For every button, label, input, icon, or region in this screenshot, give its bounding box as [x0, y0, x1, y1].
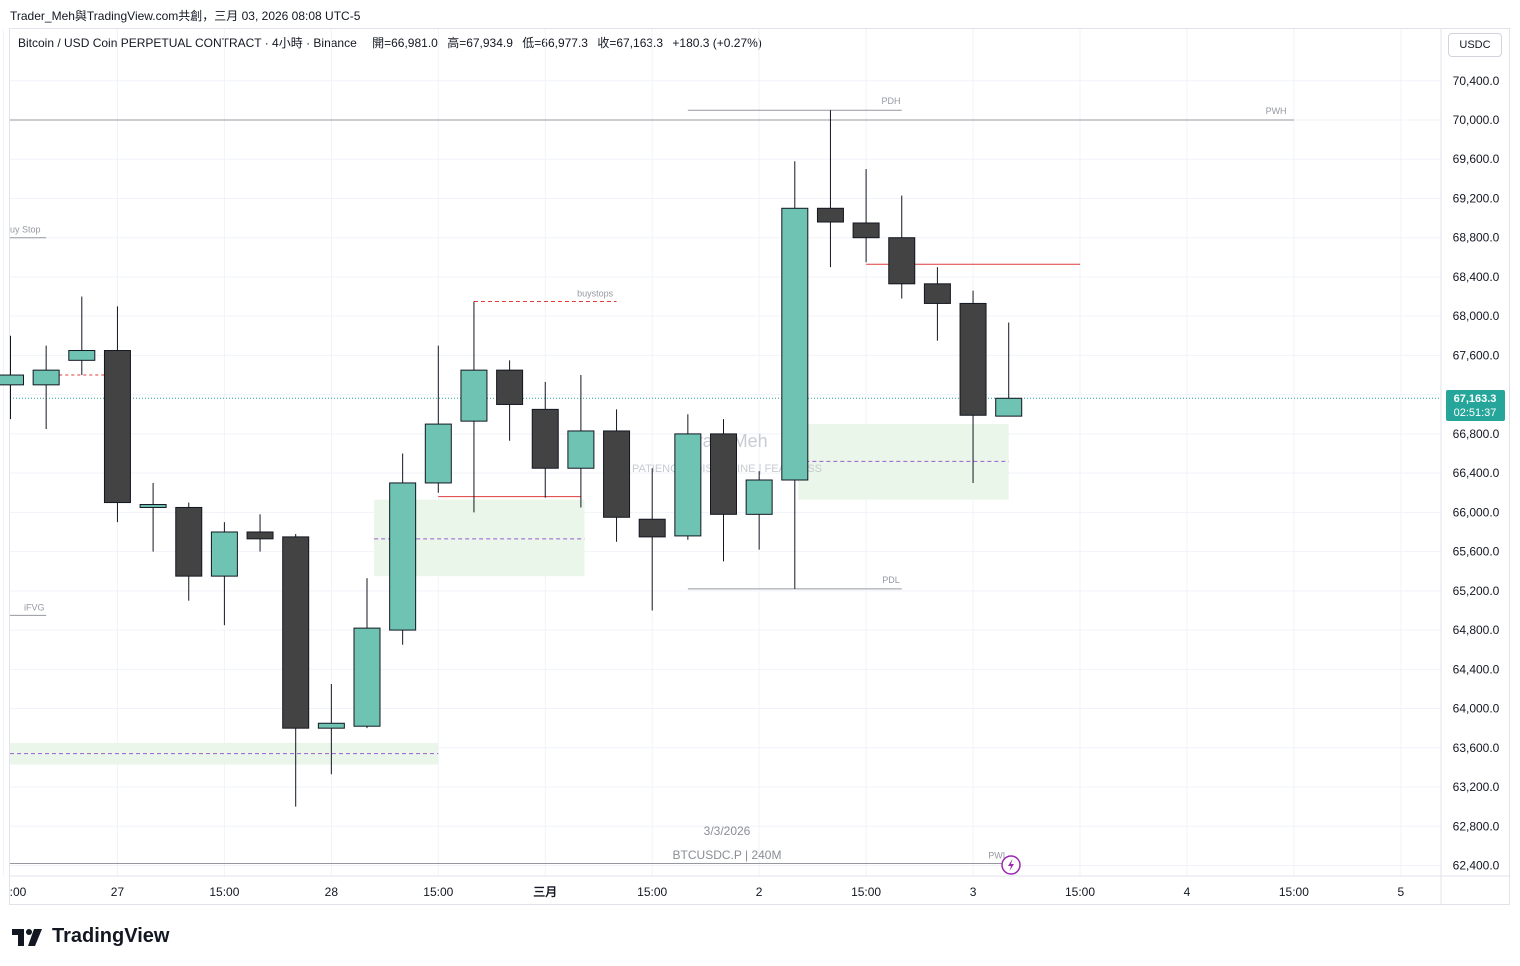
price-tick-label: 70,400.0	[1453, 74, 1500, 88]
price-badge-countdown: 02:51:37	[1454, 407, 1497, 419]
price-tick-label: 64,400.0	[1453, 662, 1500, 676]
candle-body	[888, 237, 916, 285]
flash-icon[interactable]	[1001, 855, 1021, 875]
candle-body	[103, 350, 131, 504]
price-tick-label: 68,800.0	[1453, 231, 1500, 245]
candle-body	[246, 531, 274, 540]
candle-body	[424, 423, 452, 484]
candle-body	[139, 504, 167, 508]
price-tick-label: 63,600.0	[1453, 741, 1500, 755]
symbol-legend[interactable]: Bitcoin / USD Coin PERPETUAL CONTRACT · …	[18, 34, 762, 51]
candle-body	[603, 430, 631, 518]
candle-body	[210, 531, 238, 577]
price-tick-label: 70,000.0	[1453, 113, 1500, 127]
candle-body	[781, 207, 809, 481]
time-tick-label: 三月	[533, 885, 557, 899]
buystops-label: buystops	[577, 288, 614, 298]
time-tick-label: 15:00	[423, 885, 453, 899]
pdl-label: PDL	[882, 575, 900, 585]
pwl-label: PWL	[988, 851, 1008, 861]
candles	[0, 110, 1023, 807]
time-tick-label: 15:00	[851, 885, 881, 899]
candle-body	[745, 479, 773, 515]
candle-body	[282, 536, 310, 729]
price-tick-label: 65,600.0	[1453, 545, 1500, 559]
candle-body	[852, 222, 880, 239]
candle-body	[995, 397, 1023, 417]
price-tick-label: 62,800.0	[1453, 819, 1500, 833]
buy-stop-label: uy Stop	[10, 225, 41, 235]
time-tick-label: 5	[1398, 885, 1405, 899]
time-tick-label: 15:00	[1065, 885, 1095, 899]
candle-body	[32, 369, 60, 386]
price-tick-label: 67,600.0	[1453, 348, 1500, 362]
time-tick-label: 4	[1184, 885, 1191, 899]
candle-body	[68, 350, 96, 361]
time-tick-label: 15:00	[637, 885, 667, 899]
level-lines: PWH PDH PDL PWL buystops uy Stop iFVG	[10, 96, 1441, 865]
candle-body	[496, 369, 524, 405]
watermark-date: 3/3/2026	[704, 824, 751, 838]
fvg-zones	[10, 424, 1009, 765]
time-axis[interactable]: :00 27 15:00 28 15:00 三月 15:00 2 15:00 3 15:00 4 15:…	[10, 885, 1405, 899]
legend-open: 開=66,981.0	[372, 36, 438, 50]
candle-body	[317, 722, 345, 729]
price-tick-label: 69,600.0	[1453, 152, 1500, 166]
watermark-symbol-info: BTCUSDC.P | 240M	[673, 848, 782, 862]
time-tick-label: :00	[10, 885, 27, 899]
legend-change: +180.3 (+0.27%)	[672, 36, 762, 50]
candle-body	[531, 408, 559, 469]
candle-body	[959, 302, 987, 416]
tradingview-logo[interactable]: TradingView	[12, 925, 169, 948]
candle-body	[175, 506, 203, 577]
candle-body	[923, 283, 951, 304]
time-tick-label: 2	[756, 885, 763, 899]
ifvg-label: iFVG	[24, 602, 45, 612]
candle-body	[638, 518, 666, 538]
price-tick-label: 69,200.0	[1453, 191, 1500, 205]
candle-body	[389, 482, 417, 631]
candle-body	[816, 207, 844, 223]
pdh-label: PDH	[882, 96, 901, 106]
candle-body	[567, 430, 595, 469]
chart-frame	[9, 28, 1510, 905]
candle-body	[460, 369, 488, 422]
currency-button[interactable]: USDC	[1448, 33, 1502, 57]
time-tick-label: 28	[325, 885, 339, 899]
candle-body	[674, 433, 702, 537]
pwh-label: PWH	[1266, 106, 1287, 116]
price-tick-label: 66,800.0	[1453, 427, 1500, 441]
tradingview-logo-icon	[12, 928, 42, 946]
legend-high: 高=67,934.9	[447, 36, 513, 50]
legend-close: 收=67,163.3	[597, 36, 664, 50]
legend-symbol: Bitcoin / USD Coin PERPETUAL CONTRACT · …	[18, 36, 357, 50]
price-badge: 67,163.3 02:51:37	[1446, 390, 1505, 421]
price-tick-label: 64,800.0	[1453, 623, 1500, 637]
price-tick-label: 68,000.0	[1453, 309, 1500, 323]
candle-body	[0, 374, 24, 386]
price-tick-label: 62,400.0	[1453, 859, 1500, 873]
price-tick-label: 64,000.0	[1453, 702, 1500, 716]
candle-body	[710, 433, 737, 515]
price-tick-label: 65,200.0	[1453, 584, 1500, 598]
time-tick-label: 15:00	[1279, 885, 1309, 899]
price-badge-price: 67,163.3	[1454, 393, 1497, 405]
time-tick-label: 3	[970, 885, 977, 899]
legend-low: 低=66,977.3	[522, 36, 588, 50]
time-tick-label: 15:00	[209, 885, 239, 899]
price-tick-label: 66,000.0	[1453, 505, 1500, 519]
price-badge-bg	[1446, 390, 1505, 421]
price-tick-label: 68,400.0	[1453, 270, 1500, 284]
candle-body	[353, 627, 381, 727]
price-tick-label: 63,200.0	[1453, 780, 1500, 794]
top-caption: Trader_Meh與TradingView.com共創，三月 03, 2026…	[10, 9, 361, 23]
time-tick-label: 27	[111, 885, 125, 899]
price-axis[interactable]: 62,400.0 62,800.0 63,200.0 63,600.0 64,000.0…	[1453, 74, 1500, 873]
tradingview-logo-text: TradingView	[52, 925, 170, 947]
price-tick-label: 66,400.0	[1453, 466, 1500, 480]
